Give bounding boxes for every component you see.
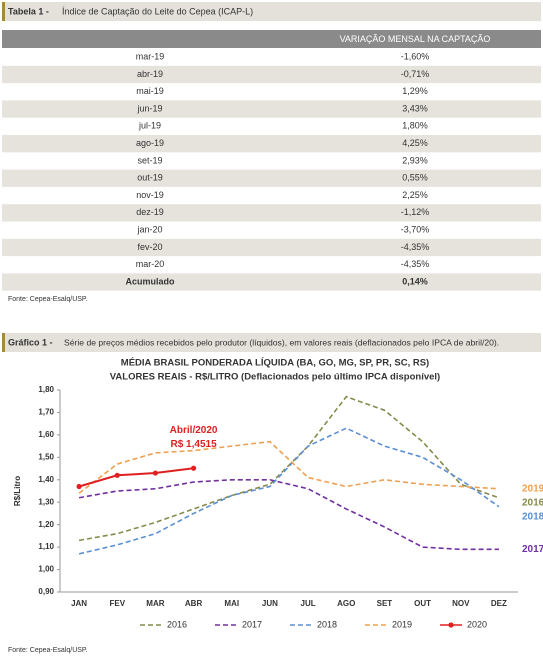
- y-tick-label: 1,00: [38, 565, 54, 574]
- table-header-bar: [2, 30, 541, 48]
- line-series: [78, 467, 194, 488]
- cell: -1,12%: [401, 207, 430, 217]
- y-tick-label: 1,20: [38, 520, 54, 529]
- row-shade: [2, 204, 541, 222]
- cell: nov-19: [136, 190, 164, 200]
- cell: jun-19: [136, 103, 162, 113]
- legend-label: 2020: [467, 619, 487, 629]
- row-shade: [2, 238, 541, 257]
- line-series: [78, 440, 499, 494]
- cell: -3,70%: [401, 225, 430, 235]
- x-tick-label: JAN: [71, 599, 87, 608]
- row-shade: [2, 135, 541, 153]
- cell: -4,35%: [401, 242, 430, 252]
- x-tick-label: DEZ: [491, 599, 507, 608]
- y-tick-label: 1,60: [38, 430, 54, 439]
- cell: -1,60%: [401, 52, 430, 62]
- legend-label: 2019: [392, 619, 412, 629]
- table-header: VARIAÇÃO MENSAL NA CAPTAÇÃO: [340, 34, 491, 44]
- line-series: [78, 427, 500, 555]
- chart-caption-bar: [2, 333, 541, 352]
- cell: out-19: [137, 173, 163, 183]
- point: [190, 465, 197, 471]
- row-shade: [2, 273, 541, 291]
- cell: mai-19: [136, 86, 164, 96]
- table-source: Fonte: Cepea-Esalq/USP.: [8, 296, 88, 303]
- legend-label: 2018: [317, 619, 337, 629]
- end-label: 2019: [522, 483, 543, 494]
- y-tick-label: 1,40: [38, 475, 54, 484]
- cell: fev-20: [137, 242, 162, 252]
- cell: 1,80%: [402, 121, 428, 131]
- legend-marker: [448, 622, 454, 628]
- line-series: [78, 478, 499, 551]
- y-tick-label: 1,70: [38, 408, 54, 417]
- cell: 0,14%: [402, 276, 428, 286]
- point: [76, 483, 82, 490]
- cell: -0,71%: [401, 69, 430, 79]
- table-caption-text: Índice de Captação do Leite do Cepea (IC…: [62, 6, 253, 16]
- legend-label: 2016: [167, 619, 187, 629]
- chart-source: Fonte: Cepea-Esalq/USP.: [8, 647, 88, 654]
- point: [152, 470, 159, 476]
- cell: ago-19: [136, 138, 164, 148]
- cell: abr-19: [137, 69, 163, 79]
- x-tick-label: JUL: [301, 599, 316, 608]
- cell: set-19: [137, 155, 162, 165]
- end-label: 2016: [522, 497, 543, 508]
- end-label: 2017: [522, 544, 543, 555]
- row-shade: [2, 65, 541, 84]
- cell: mar-19: [136, 52, 165, 62]
- caption-accent: [2, 2, 5, 21]
- chart-caption-text: Série de preços médios recebidos pelo pr…: [64, 337, 499, 347]
- y-axis-label: R$/Litro: [13, 476, 22, 506]
- x-tick-label: OUT: [414, 599, 431, 608]
- cell: jan-20: [136, 225, 162, 235]
- end-label: 2018: [522, 511, 543, 522]
- caption-accent: [2, 333, 5, 352]
- x-tick-label: MAR: [146, 599, 164, 608]
- table-caption-bar: [2, 2, 541, 21]
- legend-label: 2017: [242, 619, 262, 629]
- cell: -4,35%: [401, 259, 430, 269]
- cell: 3,43%: [402, 103, 428, 113]
- row-shade: [2, 169, 541, 187]
- x-tick-label: MAI: [224, 599, 239, 608]
- x-tick-label: NOV: [452, 599, 470, 608]
- chart-title: MÉDIA BRASIL PONDERADA LÍQUIDA (BA, GO, …: [121, 358, 429, 369]
- point: [114, 472, 120, 478]
- cell: jul-19: [138, 121, 161, 131]
- cell: dez-19: [136, 207, 164, 217]
- annotation: Abril/2020: [170, 425, 218, 436]
- x-tick-label: FEV: [109, 599, 125, 608]
- cell: 4,25%: [402, 138, 428, 148]
- row-shade: [2, 100, 541, 118]
- cell: 2,93%: [402, 155, 428, 165]
- cell: 0,55%: [402, 173, 428, 183]
- x-tick-label: AGO: [337, 599, 355, 608]
- chart-caption-label: Gráfico 1 -: [8, 337, 53, 347]
- x-tick-label: SET: [377, 599, 393, 608]
- table-caption-label: Tabela 1 -: [8, 6, 49, 16]
- x-tick-label: ABR: [185, 599, 203, 608]
- annotation-value: R$ 1,4515: [171, 439, 218, 450]
- y-tick-label: 0,90: [38, 587, 54, 596]
- cell: mar-20: [136, 259, 165, 269]
- line-series: [78, 395, 500, 542]
- y-tick-label: 1,30: [38, 497, 54, 506]
- y-tick-label: 1,10: [38, 542, 54, 551]
- y-tick-label: 1,50: [38, 452, 54, 461]
- cell: Acumulado: [125, 276, 175, 286]
- cell: 1,29%: [402, 86, 428, 96]
- chart-subtitle: VALORES REAIS - R$/LITRO (Deflacionados …: [110, 372, 440, 383]
- cell: 2,25%: [402, 190, 428, 200]
- y-tick-label: 1,80: [38, 385, 54, 394]
- x-tick-label: JUN: [262, 599, 278, 608]
